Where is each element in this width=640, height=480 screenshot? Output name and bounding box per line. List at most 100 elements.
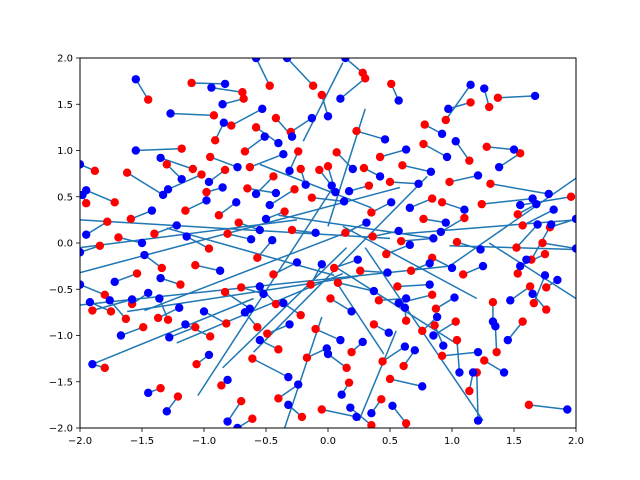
blue-point-88 [353, 255, 362, 264]
y-tick-label-1: −1.5 [49, 377, 73, 388]
blue-point-156 [177, 174, 186, 184]
red-point-129 [419, 139, 428, 149]
blue-point-16 [251, 189, 261, 199]
segment-line-127 [379, 148, 407, 158]
red-point-115 [396, 236, 406, 246]
red-point-161 [364, 181, 374, 190]
red-point-152 [369, 320, 379, 329]
segment-line-14 [249, 153, 284, 168]
long-line-12 [342, 225, 478, 300]
segment-line-93 [203, 310, 227, 325]
blue-point-137 [172, 221, 181, 230]
blue-point-87 [383, 268, 392, 277]
blue-point-135 [137, 238, 147, 248]
segment-line-77 [321, 408, 357, 418]
blue-point-117 [460, 205, 469, 214]
red-point-73 [367, 421, 376, 428]
red-point-149 [253, 322, 262, 332]
blue-point-30 [480, 84, 489, 93]
segment-line-64 [397, 283, 430, 288]
red-point-31 [493, 93, 503, 102]
red-point-90 [271, 299, 281, 309]
blue-point-23 [323, 112, 333, 121]
blue-point-155 [158, 190, 168, 200]
red-point-153 [90, 166, 100, 176]
blue-point-120 [447, 263, 457, 273]
blue-point-146 [223, 375, 232, 385]
red-point-3 [239, 94, 248, 103]
blue-point-31 [530, 91, 540, 101]
blue-point-28 [394, 96, 403, 105]
blue-point-17 [265, 200, 274, 210]
segment-line-56 [528, 404, 568, 411]
blue-point-63 [401, 294, 411, 303]
red-point-124 [367, 208, 376, 217]
red-point-27 [361, 74, 370, 83]
blue-point-40 [516, 200, 525, 210]
red-point-63 [374, 296, 384, 305]
red-point-132 [110, 198, 119, 207]
blue-point-118 [436, 227, 446, 237]
red-point-67 [452, 335, 462, 345]
blue-point-131 [405, 203, 415, 213]
blue-point-89 [317, 260, 326, 269]
x-tick-label-8: 2.0 [568, 436, 584, 447]
segment-line-114 [372, 230, 399, 238]
blue-point-56 [563, 405, 572, 414]
segment-line-6 [230, 108, 263, 127]
y-tick-label-6: 1.0 [57, 146, 73, 157]
red-point-36 [465, 156, 474, 165]
x-tick-label-7: 1.5 [506, 436, 522, 447]
blue-point-1 [220, 79, 230, 89]
blue-point-70 [400, 342, 410, 351]
long-line-9 [449, 177, 576, 267]
segment-line-107 [195, 264, 221, 272]
red-point-116 [419, 214, 428, 224]
blue-point-82 [285, 320, 294, 329]
blue-point-144 [162, 407, 171, 416]
blue-point-61 [432, 312, 442, 322]
red-point-147 [237, 396, 246, 406]
segment-line-35 [498, 152, 521, 168]
segment-line-8 [135, 147, 182, 152]
red-point-53 [488, 298, 498, 307]
blue-point-103 [80, 280, 85, 289]
blue-point-112 [311, 228, 320, 238]
blue-point-101 [85, 298, 95, 307]
blue-point-152 [384, 328, 393, 337]
blue-point-52 [503, 335, 512, 345]
segment-line-25 [286, 58, 314, 87]
red-point-112 [287, 225, 297, 235]
red-point-98 [139, 322, 148, 332]
red-point-34 [482, 142, 491, 151]
long-line-15 [302, 62, 344, 142]
red-point-107 [191, 261, 200, 270]
blue-point-21 [287, 132, 297, 141]
red-point-45 [538, 238, 547, 248]
blue-point-11 [233, 162, 242, 172]
segment-line-132 [85, 189, 116, 203]
blue-point-54 [491, 322, 500, 331]
long-line-20 [278, 214, 434, 240]
red-point-117 [437, 198, 447, 207]
long-line-8 [253, 175, 428, 353]
long-line-21 [337, 284, 385, 355]
blue-point-93 [199, 307, 209, 316]
red-point-136 [126, 214, 136, 224]
red-point-74 [401, 419, 411, 428]
segment-line-80 [252, 357, 289, 378]
segment-line-22 [290, 117, 313, 133]
blue-point-74 [388, 401, 397, 410]
long-line-22 [358, 330, 397, 421]
red-point-49 [542, 283, 551, 292]
red-point-57 [465, 386, 474, 396]
blue-point-66 [429, 331, 438, 340]
y-tick-label-2: −1.0 [49, 331, 73, 342]
long-line-4 [127, 275, 358, 313]
blue-point-111 [292, 258, 302, 267]
red-point-43 [512, 243, 521, 252]
red-point-70 [378, 357, 387, 366]
red-point-10 [197, 170, 206, 179]
segment-line-45 [542, 242, 576, 250]
red-point-101 [106, 307, 116, 316]
